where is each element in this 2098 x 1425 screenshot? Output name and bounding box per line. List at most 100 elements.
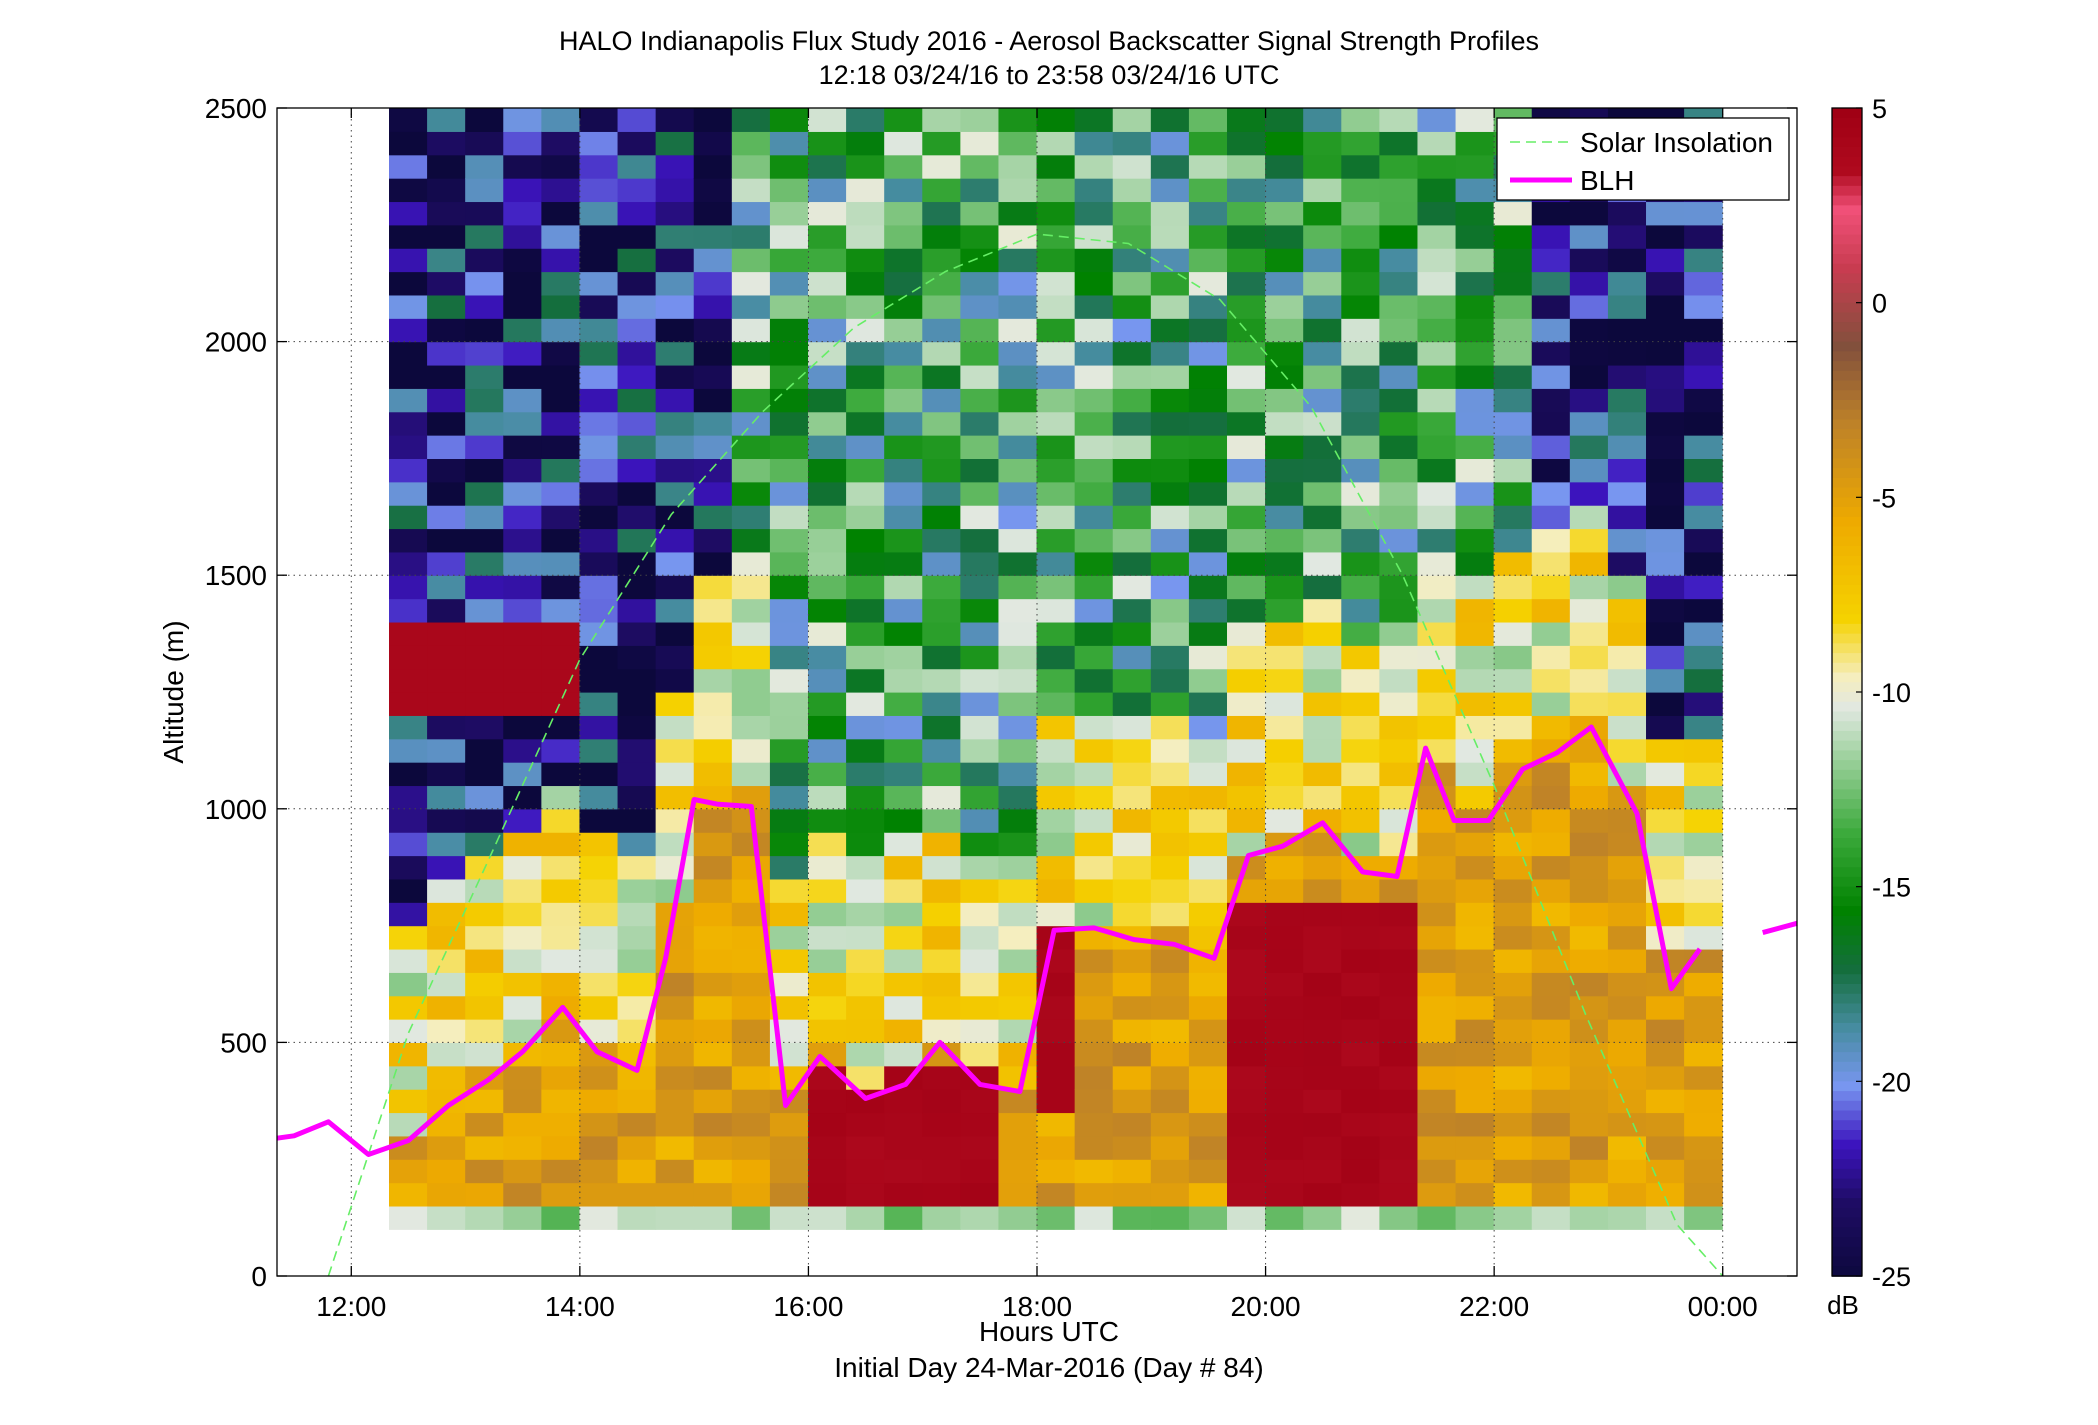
heatmap-cell xyxy=(846,154,885,179)
heatmap-cell xyxy=(884,178,923,203)
heatmap-cell xyxy=(1036,224,1076,249)
heatmap-cell xyxy=(808,995,847,1020)
heatmap-cell xyxy=(1074,201,1114,226)
heatmap-cell xyxy=(541,832,581,857)
heatmap-cell xyxy=(1341,364,1380,389)
heatmap-cell xyxy=(884,948,923,973)
heatmap-cell xyxy=(1531,1205,1571,1230)
heatmap-cell xyxy=(1455,224,1495,249)
heatmap-cell xyxy=(884,1019,923,1043)
heatmap-cell xyxy=(1036,388,1076,413)
heatmap-cell xyxy=(998,178,1038,203)
heatmap-cell xyxy=(1036,715,1076,740)
colorbar-segment xyxy=(1832,244,1862,255)
colorbar-segment xyxy=(1832,215,1862,226)
heatmap-cell xyxy=(693,855,733,880)
heatmap-cell xyxy=(1227,224,1266,249)
heatmap-cell xyxy=(1455,1019,1495,1043)
heatmap-cell xyxy=(1341,388,1380,413)
colorbar-segment xyxy=(1832,1071,1862,1083)
heatmap-cell xyxy=(1036,995,1076,1020)
heatmap-cell xyxy=(808,1205,847,1230)
colorbar-segment xyxy=(1832,623,1862,635)
heatmap-cell xyxy=(1417,1112,1457,1137)
heatmap-cell xyxy=(922,505,961,530)
heatmap-cell xyxy=(427,248,466,273)
heatmap-cell xyxy=(1455,878,1495,903)
heatmap-cell xyxy=(884,855,923,880)
heatmap-cell xyxy=(693,131,733,156)
heatmap-cell xyxy=(1493,551,1533,576)
heatmap-cell xyxy=(922,668,961,693)
colorbar-segment xyxy=(1832,760,1862,771)
heatmap-cell xyxy=(389,1112,428,1137)
heatmap-cell xyxy=(541,178,581,203)
heatmap-cell xyxy=(960,364,1000,389)
heatmap-cell xyxy=(1036,855,1076,880)
heatmap-cell xyxy=(1150,715,1190,740)
heatmap-cell xyxy=(1493,808,1533,833)
heatmap-cell xyxy=(998,411,1038,436)
heatmap-cell xyxy=(1341,528,1380,553)
heatmap-cell xyxy=(427,435,466,459)
heatmap-cell xyxy=(1531,1159,1571,1184)
heatmap-cell xyxy=(617,224,657,249)
heatmap-cell xyxy=(579,505,619,530)
heatmap-cell xyxy=(1531,621,1571,646)
heatmap-cell xyxy=(846,318,885,343)
colorbar-segment xyxy=(1832,292,1862,304)
heatmap-cell xyxy=(427,551,466,576)
heatmap-cell xyxy=(541,925,581,950)
heatmap-cell xyxy=(1455,1089,1495,1114)
heatmap-cell xyxy=(503,832,542,857)
heatmap-cell xyxy=(1569,878,1609,903)
heatmap-cell xyxy=(1112,388,1152,413)
heatmap-cell xyxy=(465,645,504,670)
heatmap-cell xyxy=(998,551,1038,576)
heatmap-cell xyxy=(769,808,809,833)
heatmap-cell xyxy=(998,131,1038,156)
heatmap-cell xyxy=(922,1182,961,1207)
heatmap-cell xyxy=(769,738,809,763)
heatmap-cell xyxy=(465,481,504,506)
heatmap-cell xyxy=(1341,832,1380,857)
heatmap-cell xyxy=(617,411,657,436)
heatmap-cell xyxy=(1074,528,1114,553)
heatmap-cell xyxy=(1227,1205,1266,1230)
heatmap-cell xyxy=(769,645,809,670)
heatmap-cell xyxy=(1531,294,1571,319)
heatmap-cell xyxy=(617,645,657,670)
heatmap-cell xyxy=(808,598,847,623)
heatmap-cell xyxy=(1150,645,1190,670)
heatmap-cell xyxy=(1188,1065,1228,1090)
heatmap-cell xyxy=(1417,411,1457,436)
heatmap-cell xyxy=(960,201,1000,226)
heatmap-cell xyxy=(1684,598,1723,623)
heatmap-cell xyxy=(1455,1182,1495,1207)
heatmap-cell xyxy=(960,131,1000,156)
heatmap-cell xyxy=(731,551,771,576)
heatmap-cell xyxy=(1227,551,1266,576)
heatmap-cell xyxy=(1379,692,1419,716)
heatmap-cell xyxy=(808,1135,847,1160)
heatmap-cell xyxy=(541,785,581,810)
heatmap-cell xyxy=(808,388,847,413)
heatmap-cell xyxy=(1531,1065,1571,1090)
heatmap-cell xyxy=(769,318,809,343)
heatmap-cell xyxy=(1455,505,1495,530)
heatmap-cell xyxy=(1684,645,1723,670)
heatmap-cell xyxy=(808,551,847,576)
heatmap-cell xyxy=(1112,575,1152,600)
heatmap-cell xyxy=(617,692,657,716)
heatmap-cell xyxy=(922,645,961,670)
heatmap-cell xyxy=(846,341,885,366)
heatmap-cell xyxy=(1417,715,1457,740)
heatmap-cell xyxy=(1188,411,1228,436)
heatmap-cell xyxy=(617,925,657,950)
heatmap-cell xyxy=(1074,621,1114,646)
heatmap-cell xyxy=(1036,108,1076,132)
heatmap-cell xyxy=(1303,1019,1342,1043)
heatmap-cell xyxy=(1646,201,1685,226)
heatmap-cell xyxy=(1646,1065,1685,1090)
heatmap-cell xyxy=(960,1089,1000,1114)
